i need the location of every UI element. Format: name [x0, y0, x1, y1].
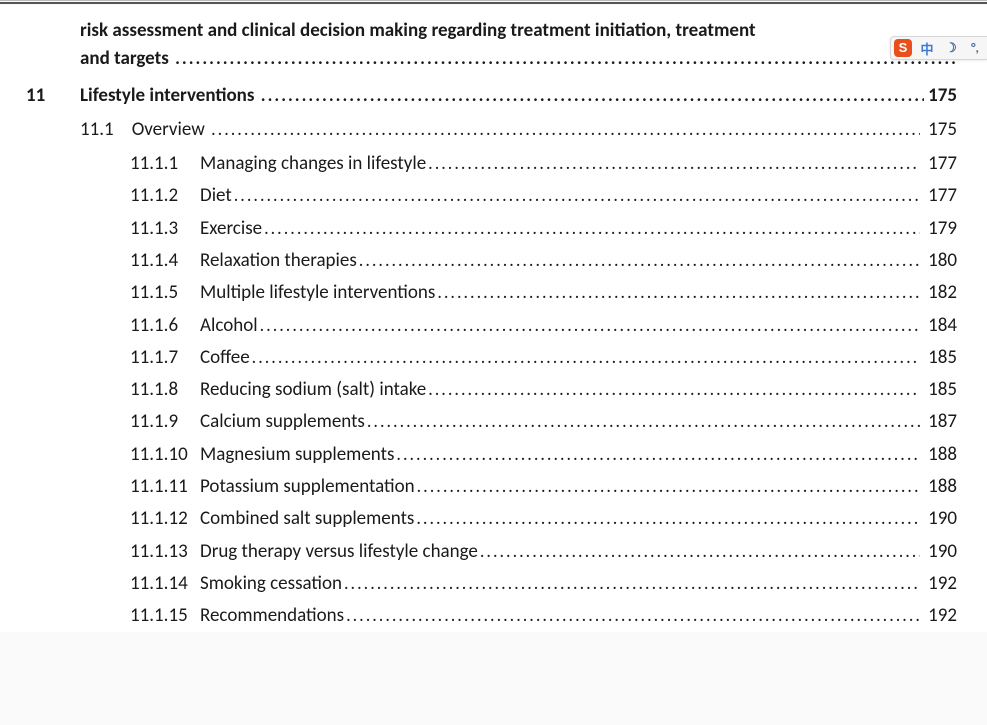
toc-subsection-page: 177 — [924, 148, 957, 180]
toc-subsection-number: 11.1.1 — [130, 148, 200, 180]
toc-subsection-number: 11.1.2 — [130, 180, 200, 212]
toc-subsection-page: 190 — [924, 503, 957, 535]
toc-chapter-title: Lifestyle interventions — [80, 82, 254, 111]
toc-subsection-number: 11.1.4 — [130, 245, 200, 277]
toc-leader-dots — [357, 245, 920, 276]
sogou-icon[interactable]: S — [894, 39, 912, 57]
toc-subsection-title: Combined salt supplements — [200, 503, 414, 535]
toc-subsection-row[interactable]: 11.1.15Recommendations 192 — [20, 600, 957, 632]
toc-subsection-row[interactable]: 11.1.6Alcohol 184 — [20, 310, 957, 342]
toc-subsection-row[interactable]: 11.1.5Multiple lifestyle interventions 1… — [20, 277, 957, 309]
toc-leader-dots — [426, 374, 920, 405]
toc-leader-dots — [426, 148, 920, 179]
toc-subsection-row[interactable]: 11.1.9Calcium supplements 187 — [20, 406, 957, 438]
ime-toolbar[interactable]: S 中 ☽ °, — [890, 36, 987, 60]
toc-leader-dots — [415, 471, 920, 502]
toc-leader-dots — [209, 116, 920, 144]
toc-subsection-title: Multiple lifestyle interventions — [200, 277, 435, 309]
toc-subsection-number: 11.1.6 — [130, 310, 200, 342]
toc-subsection-page: 182 — [924, 277, 957, 309]
toc-chapter-number: 11 — [20, 82, 80, 111]
moon-icon[interactable]: ☽ — [942, 39, 960, 57]
toc-leader-dots — [250, 342, 920, 373]
toc-section-row[interactable]: 11.1 Overview 175 — [20, 115, 957, 144]
toc-subsection-number: 11.1.10 — [130, 439, 200, 471]
toc-subsection-title: Alcohol — [200, 310, 258, 342]
toc-subsection-title: Coffee — [200, 342, 250, 374]
toc-subsection-page: 192 — [924, 568, 957, 600]
viewer-top-rule-light — [0, 0, 987, 1]
toc-subsection-row[interactable]: 11.1.11Potassium supplementation 188 — [20, 471, 957, 503]
ime-punct-toggle[interactable]: °, — [966, 39, 984, 57]
toc-subsection-page: 188 — [924, 439, 957, 471]
toc-subsection-row[interactable]: 11.1.14Smoking cessation 192 — [20, 568, 957, 600]
viewer-top-rule — [0, 2, 987, 4]
toc-subsection-number: 11.1.12 — [130, 503, 200, 535]
toc-leader-dots — [259, 82, 924, 109]
toc-subsection-page: 179 — [924, 213, 957, 245]
toc-subsection-page: 188 — [924, 471, 957, 503]
toc-subsection-number: 11.1.5 — [130, 277, 200, 309]
toc-subsection-row[interactable]: 11.1.1Managing changes in lifestyle 177 — [20, 148, 957, 180]
toc-subsection-title: Diet — [200, 180, 232, 212]
toc-subsection-number: 11.1.8 — [130, 374, 200, 406]
toc-subsection-title: Smoking cessation — [200, 568, 342, 600]
toc-subsection-title: Exercise — [200, 213, 262, 245]
toc-section-page: 175 — [924, 115, 957, 144]
toc-subsection-title: Drug therapy versus lifestyle change — [200, 536, 478, 568]
toc-subsection-page: 185 — [924, 342, 957, 374]
toc-leader-dots — [414, 503, 919, 534]
toc-subsection-title: Managing changes in lifestyle — [200, 148, 426, 180]
toc-subsection-page: 192 — [924, 600, 957, 632]
toc-subsection-page: 177 — [924, 180, 957, 212]
ime-lang-toggle[interactable]: 中 — [918, 39, 936, 57]
toc-leader-dots — [258, 310, 920, 341]
toc-subsections: 11.1.1Managing changes in lifestyle 1771… — [0, 148, 987, 632]
toc-subsection-page: 180 — [924, 245, 957, 277]
toc-leader-dots — [435, 277, 920, 308]
toc-subsection-title: Relaxation therapies — [200, 245, 357, 277]
document-page: risk assessment and clinical decision ma… — [0, 5, 987, 632]
toc-chapter-page: 175 — [924, 82, 957, 111]
toc-subsection-title: Potassium supplementation — [200, 471, 415, 503]
toc-leader-dots — [394, 439, 919, 470]
toc-subsection-page: 184 — [924, 310, 957, 342]
toc-subsection-page: 185 — [924, 374, 957, 406]
toc-subsection-row[interactable]: 11.1.4Relaxation therapies 180 — [20, 245, 957, 277]
toc-subsection-number: 11.1.14 — [130, 568, 200, 600]
toc-leader-dots — [365, 406, 920, 437]
toc-subsection-title: Reducing sodium (salt) intake — [200, 374, 426, 406]
toc-subsection-number: 11.1.11 — [130, 471, 200, 503]
toc-subsection-number: 11.1.15 — [130, 600, 200, 632]
toc-section-number: 11.1 — [80, 115, 132, 144]
toc-subsection-number: 11.1.7 — [130, 342, 200, 374]
toc-subsection-number: 11.1.9 — [130, 406, 200, 438]
toc-leader-dots — [262, 213, 920, 244]
toc-subsection-row[interactable]: 11.1.12Combined salt supplements 190 — [20, 503, 957, 535]
toc-subsection-row[interactable]: 11.1.3Exercise 179 — [20, 213, 957, 245]
toc-subsection-row[interactable]: 11.1.13Drug therapy versus lifestyle cha… — [20, 536, 957, 568]
toc-leader-dots — [478, 536, 920, 567]
toc-leader-dots — [232, 180, 920, 211]
toc-leader-dots — [344, 600, 920, 631]
toc-leader-dots — [173, 45, 957, 71]
toc-subsection-page: 187 — [924, 406, 957, 438]
toc-subsection-title: Recommendations — [200, 600, 344, 632]
toc-subsection-title: Magnesium supplements — [200, 439, 394, 471]
toc-entry-partial-line2: and targets — [80, 45, 169, 73]
toc-subsection-row[interactable]: 11.1.2Diet 177 — [20, 180, 957, 212]
toc-subsection-number: 11.1.3 — [130, 213, 200, 245]
toc-subsection-row[interactable]: 11.1.7Coffee 185 — [20, 342, 957, 374]
toc-subsection-row[interactable]: 11.1.8Reducing sodium (salt) intake 185 — [20, 374, 957, 406]
toc-subsection-page: 190 — [924, 536, 957, 568]
toc-chapter-row[interactable]: 11 Lifestyle interventions 175 — [20, 82, 957, 111]
toc-entry-partial: risk assessment and clinical decision ma… — [80, 17, 957, 72]
toc-leader-dots — [342, 568, 920, 599]
toc-entry-partial-line1: risk assessment and clinical decision ma… — [80, 17, 957, 45]
toc-subsection-title: Calcium supplements — [200, 406, 365, 438]
toc-subsection-number: 11.1.13 — [130, 536, 200, 568]
toc-subsection-row[interactable]: 11.1.10Magnesium supplements 188 — [20, 439, 957, 471]
toc-section-title: Overview — [132, 115, 205, 144]
